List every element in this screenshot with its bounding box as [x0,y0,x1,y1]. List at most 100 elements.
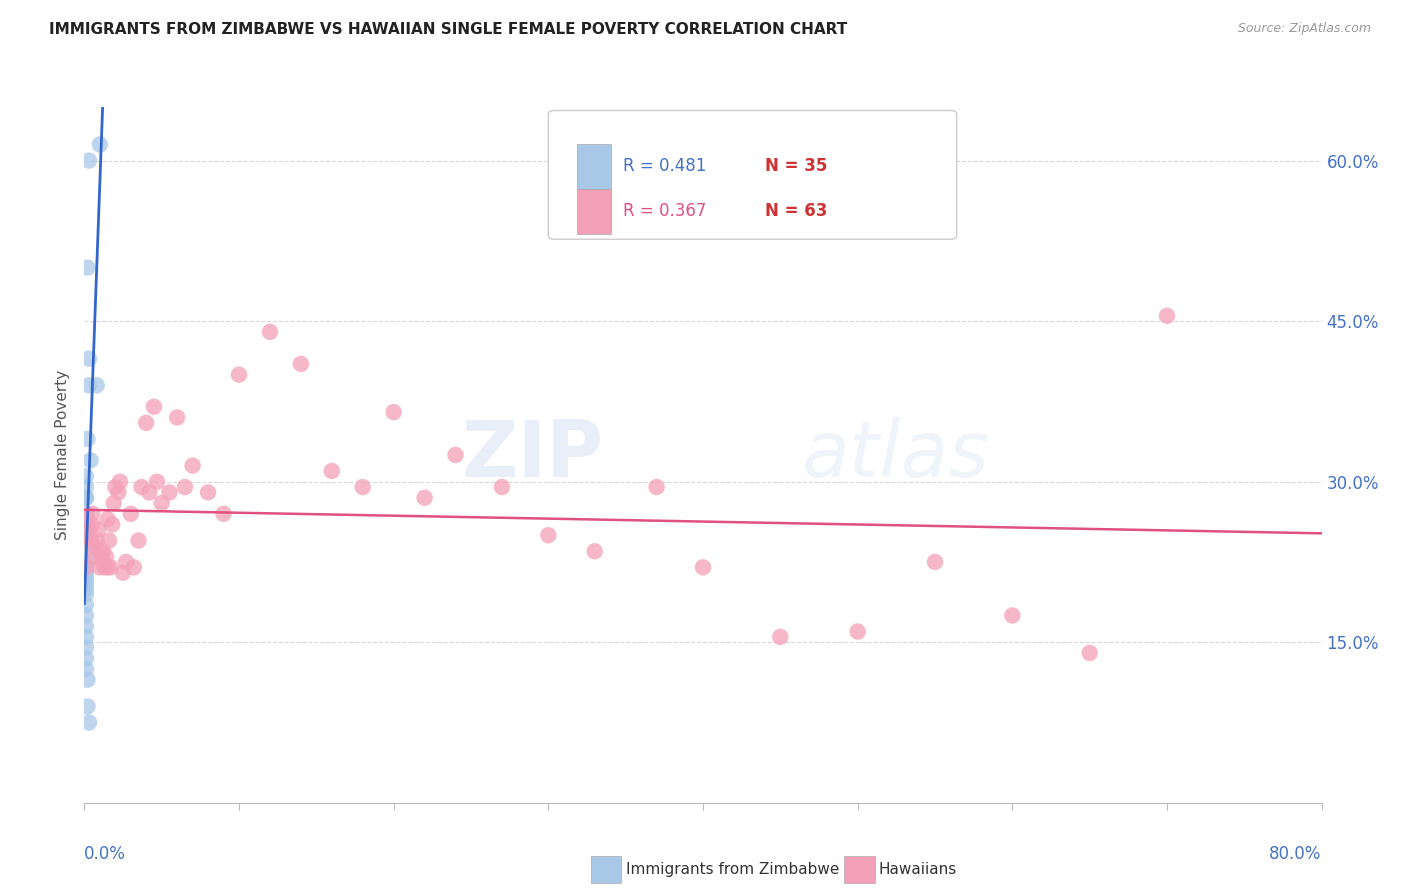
Text: Immigrants from Zimbabwe: Immigrants from Zimbabwe [626,863,839,877]
Point [87,523,110,537]
Point [107,485,129,500]
Point [76,260,98,275]
Point [89,544,111,558]
Point [537,528,560,542]
Point [75,523,97,537]
Point [924,555,946,569]
Point [1078,646,1101,660]
Point [75,512,97,526]
Point [79,533,101,548]
Point [112,566,135,580]
Point [77,378,100,392]
Point [89,560,111,574]
Point [75,560,97,574]
Point [94,549,117,564]
Point [166,410,188,425]
Point [197,485,219,500]
Bar [576,144,612,189]
Text: N = 63: N = 63 [765,202,827,220]
Point [135,416,157,430]
Point [86,533,108,548]
Point [82,507,104,521]
Point [100,560,122,574]
Point [76,512,98,526]
Point [115,555,138,569]
Point [75,544,97,558]
Point [77,153,100,168]
Point [127,533,149,548]
Point [79,453,101,467]
Point [75,582,97,596]
Point [75,598,97,612]
FancyBboxPatch shape [548,111,956,239]
Point [352,480,374,494]
Point [77,523,100,537]
Point [212,507,235,521]
Point [122,560,145,574]
Point [75,533,97,548]
Point [75,619,97,633]
Point [259,325,281,339]
Point [583,544,606,558]
Point [103,496,125,510]
Point [101,517,124,532]
Text: 80.0%: 80.0% [1270,845,1322,863]
Point [76,432,98,446]
Point [769,630,792,644]
Text: ZIP: ZIP [461,417,605,493]
Point [84,549,107,564]
Point [321,464,343,478]
Point [444,448,467,462]
Point [75,491,97,505]
Point [174,480,197,494]
Point [146,475,169,489]
Point [290,357,312,371]
Point [1001,608,1024,623]
Text: N = 35: N = 35 [765,157,827,175]
Point [93,560,115,574]
Point [75,560,97,574]
Point [75,491,97,505]
Text: atlas: atlas [801,417,990,493]
Point [131,480,153,494]
Point [143,400,166,414]
Point [96,512,118,526]
Point [76,673,98,687]
Point [75,576,97,591]
Point [82,517,104,532]
Point [75,640,97,655]
Point [75,662,97,676]
Point [413,491,436,505]
Point [75,566,97,580]
Point [83,539,105,553]
Point [382,405,405,419]
Point [159,485,180,500]
Point [228,368,250,382]
Point [181,458,204,473]
Point [108,475,131,489]
Text: Source: ZipAtlas.com: Source: ZipAtlas.com [1237,22,1371,36]
Point [86,378,108,392]
Point [89,137,111,152]
Text: R = 0.367: R = 0.367 [623,202,706,220]
Point [104,480,127,494]
Point [75,608,97,623]
Text: Hawaiians: Hawaiians [879,863,957,877]
Point [75,555,97,569]
Point [91,544,114,558]
Point [1156,309,1178,323]
Point [120,507,142,521]
Point [692,560,714,574]
Text: IMMIGRANTS FROM ZIMBABWE VS HAWAIIAN SINGLE FEMALE POVERTY CORRELATION CHART: IMMIGRANTS FROM ZIMBABWE VS HAWAIIAN SIN… [49,22,848,37]
Bar [576,189,612,234]
Point [645,480,668,494]
Point [75,517,97,532]
Point [138,485,160,500]
Y-axis label: Single Female Poverty: Single Female Poverty [55,370,70,540]
Point [846,624,869,639]
Point [77,351,100,366]
Point [91,555,114,569]
Point [75,651,97,665]
Point [75,571,97,585]
Point [90,549,112,564]
